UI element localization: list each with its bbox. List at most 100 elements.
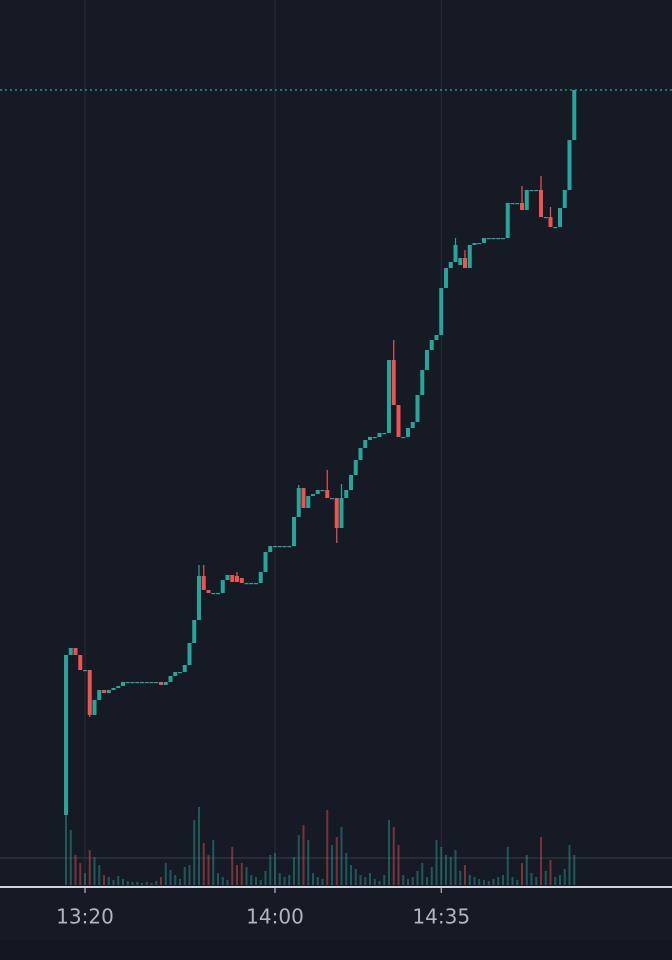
volume-bar (549, 860, 552, 885)
volume-bar (468, 875, 471, 885)
candle-body (358, 448, 363, 460)
volume-bar (369, 873, 371, 885)
candle-body (391, 360, 396, 405)
volume-bar (198, 807, 200, 885)
volume-bar (255, 877, 257, 885)
volume-bar (107, 877, 110, 885)
volume-bar (487, 881, 490, 885)
candle-body (372, 437, 377, 439)
candle-body (249, 583, 254, 585)
candle-body (273, 546, 277, 548)
candle-body (458, 258, 463, 265)
candle-body (548, 217, 553, 227)
volume-bar (316, 877, 319, 885)
candle-body (306, 496, 311, 508)
volume-bar (483, 880, 485, 885)
volume-bar (155, 881, 158, 885)
volume-bar (454, 850, 457, 885)
candle-body (116, 686, 121, 688)
volume-bar (174, 875, 177, 885)
volume-bar (502, 875, 504, 885)
candle-body (282, 546, 287, 548)
candle-body (463, 258, 467, 268)
volume-bar (65, 813, 67, 885)
volume-bar (449, 857, 452, 885)
candle-body (144, 682, 149, 684)
volume-bar (554, 877, 557, 885)
candle-body (320, 490, 325, 492)
candle-body (524, 190, 529, 210)
candle-body (534, 190, 539, 192)
candle-body (448, 262, 453, 268)
volume-bar (421, 863, 424, 885)
candle-body (410, 422, 415, 428)
volume-bar (321, 879, 324, 885)
candle-body (125, 682, 130, 684)
candle-body (505, 203, 510, 238)
volume-bar (525, 855, 528, 885)
candle-body (558, 208, 562, 227)
candle-body (201, 576, 206, 590)
volume-bar (383, 875, 386, 885)
candle-body (254, 583, 258, 585)
candle-body (315, 490, 320, 494)
volume-bar (150, 883, 153, 885)
candle-body (111, 688, 116, 690)
candle-body (211, 593, 216, 595)
volume-bar (231, 847, 234, 885)
candle-body (106, 690, 111, 693)
candle-body (173, 672, 178, 676)
volume-bar (459, 871, 462, 885)
volume-bar (445, 855, 447, 885)
volume-bar (506, 847, 509, 885)
volume-bar (535, 877, 538, 885)
volume-bar (193, 820, 196, 885)
candle-body (92, 700, 97, 715)
volume-bar (307, 840, 310, 885)
volume-bar (440, 847, 443, 885)
candle-body (429, 340, 434, 350)
volume-bar (117, 876, 120, 885)
candle-body (368, 437, 372, 440)
candle-body (187, 643, 192, 665)
candle-body (420, 370, 425, 395)
volume-bar (492, 879, 495, 885)
x-tick-label: 14:35 (412, 905, 470, 929)
volume-bar (345, 853, 348, 885)
candle-body (444, 268, 448, 288)
candle-body (239, 578, 244, 583)
candle-body (168, 676, 173, 682)
candle-body (553, 227, 558, 229)
candle-body (206, 590, 211, 593)
candle-body (453, 245, 458, 262)
candle-body (268, 546, 273, 552)
candle-body (258, 572, 263, 583)
volume-bar (245, 867, 248, 885)
volume-bar (350, 865, 352, 885)
candle-body (325, 490, 330, 498)
candle-body (216, 593, 220, 595)
candle-body (529, 190, 534, 192)
candle-body (287, 546, 292, 548)
volume-bar (430, 867, 433, 885)
volume-bar (354, 869, 357, 885)
volume-bar (202, 843, 205, 885)
volume-bar (407, 879, 409, 885)
candle-body (339, 498, 344, 528)
candle-body (163, 682, 168, 685)
volume-bar (573, 855, 576, 885)
candle-body (496, 238, 501, 240)
candle-body (406, 428, 410, 437)
volume-bar (250, 875, 253, 885)
volume-bar (188, 865, 191, 885)
candle-body (230, 575, 235, 582)
volume-bar (312, 873, 314, 885)
volume-bar (103, 875, 105, 885)
candle-body (363, 440, 368, 448)
candle-body (178, 672, 182, 674)
volume-bar (530, 873, 533, 885)
volume-bar (435, 840, 438, 885)
x-tick-label: 13:20 (56, 905, 114, 929)
candle-body (244, 583, 249, 585)
